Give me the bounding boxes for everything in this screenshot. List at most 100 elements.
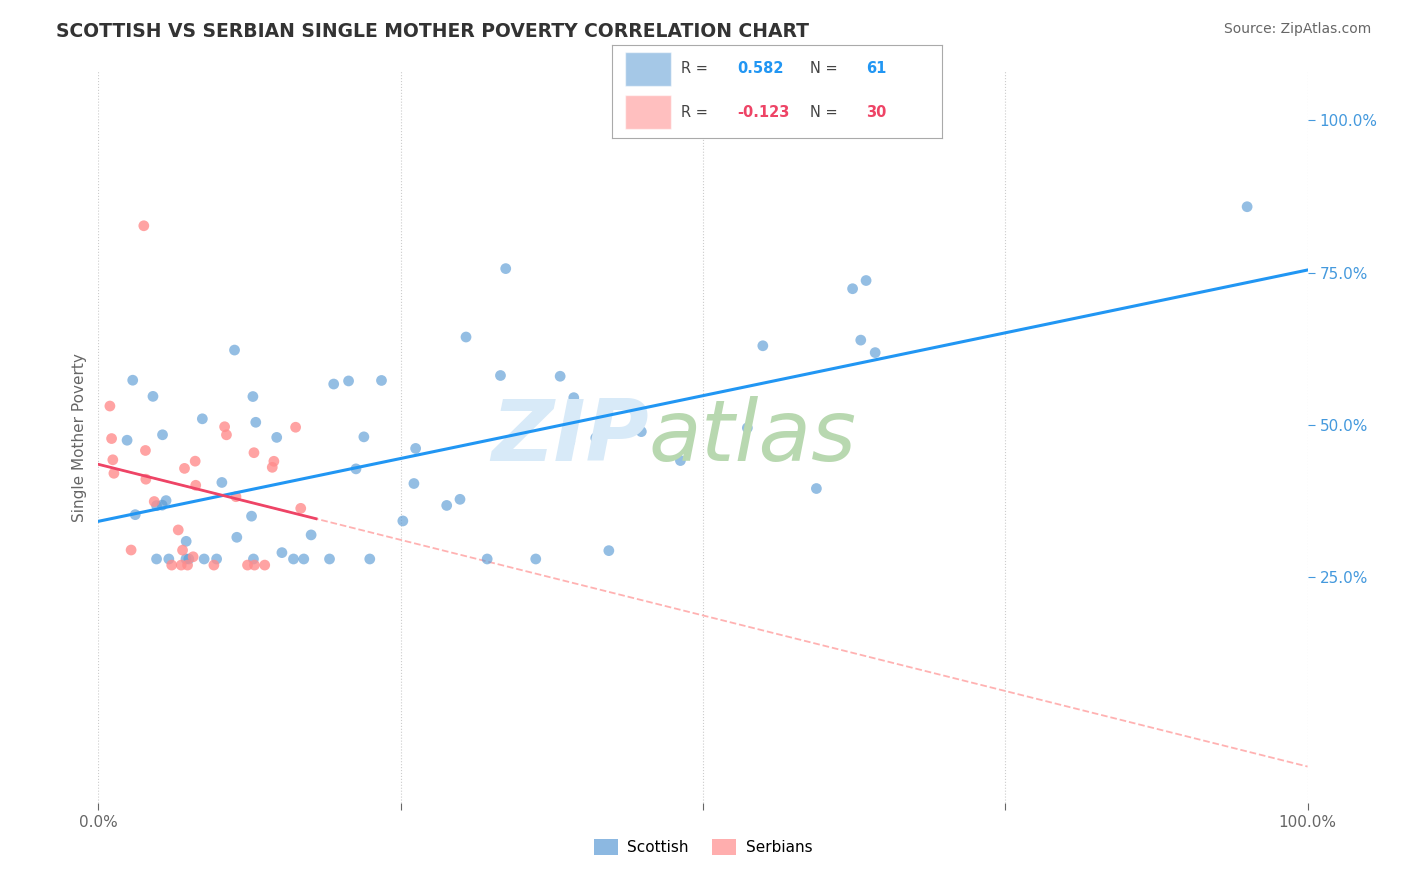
- Point: [299, 528, 322, 542]
- Point: [627, 416, 650, 430]
- Text: Source: ZipAtlas.com: Source: ZipAtlas.com: [1223, 22, 1371, 37]
- Point: [177, 552, 200, 566]
- Point: [170, 558, 193, 573]
- Point: [322, 377, 344, 392]
- Point: [495, 261, 517, 276]
- FancyBboxPatch shape: [624, 52, 671, 86]
- Text: N =: N =: [810, 62, 842, 77]
- Text: ZIP: ZIP: [491, 395, 648, 479]
- Point: [243, 558, 266, 573]
- Point: [253, 558, 276, 573]
- Text: atlas: atlas: [648, 395, 856, 479]
- Point: [558, 434, 581, 449]
- Point: [150, 498, 173, 512]
- Point: [245, 415, 267, 429]
- Point: [1236, 200, 1258, 214]
- Text: SCOTTISH VS SERBIAN SINGLE MOTHER POVERTY CORRELATION CHART: SCOTTISH VS SERBIAN SINGLE MOTHER POVERT…: [56, 22, 810, 41]
- Point: [143, 494, 166, 508]
- Text: N =: N =: [810, 104, 842, 120]
- Point: [263, 454, 285, 468]
- Point: [205, 552, 228, 566]
- Point: [101, 452, 124, 467]
- Point: [548, 369, 571, 384]
- FancyBboxPatch shape: [624, 95, 671, 129]
- Point: [752, 339, 775, 353]
- Point: [152, 427, 174, 442]
- Point: [155, 493, 177, 508]
- Point: [193, 552, 215, 566]
- Point: [262, 460, 284, 475]
- Point: [283, 552, 305, 566]
- Point: [157, 552, 180, 566]
- Point: [132, 219, 155, 233]
- Point: [173, 461, 195, 475]
- Point: [318, 552, 340, 566]
- Point: [475, 552, 498, 566]
- Point: [120, 543, 142, 558]
- Text: 0.582: 0.582: [737, 62, 783, 77]
- Point: [266, 430, 288, 444]
- Point: [841, 282, 863, 296]
- Point: [103, 467, 125, 481]
- Point: [436, 499, 458, 513]
- Point: [172, 543, 194, 558]
- Text: 30: 30: [866, 104, 886, 120]
- Point: [174, 552, 197, 566]
- Point: [145, 552, 167, 566]
- Point: [737, 421, 759, 435]
- Point: [292, 552, 315, 566]
- Point: [353, 430, 375, 444]
- Point: [225, 490, 247, 504]
- Point: [489, 368, 512, 383]
- Point: [449, 492, 471, 507]
- Point: [160, 558, 183, 573]
- Point: [181, 549, 204, 564]
- Point: [124, 508, 146, 522]
- Point: [224, 343, 246, 357]
- Point: [855, 273, 877, 287]
- Point: [145, 499, 167, 513]
- Point: [184, 478, 207, 492]
- Point: [121, 373, 143, 387]
- Point: [242, 552, 264, 566]
- Point: [806, 482, 828, 496]
- Point: [863, 345, 886, 359]
- Point: [344, 462, 367, 476]
- Point: [98, 399, 121, 413]
- Point: [454, 330, 477, 344]
- Text: R =: R =: [681, 104, 713, 120]
- Text: 61: 61: [866, 62, 886, 77]
- Point: [669, 453, 692, 467]
- Point: [849, 333, 872, 347]
- Point: [115, 434, 138, 448]
- Point: [585, 431, 607, 445]
- Point: [167, 523, 190, 537]
- Point: [562, 391, 585, 405]
- Point: [337, 374, 360, 388]
- Point: [236, 558, 259, 573]
- Point: [134, 443, 156, 458]
- Point: [191, 412, 214, 426]
- Point: [524, 552, 547, 566]
- Point: [174, 534, 197, 549]
- Point: [392, 514, 415, 528]
- Point: [214, 419, 236, 434]
- Point: [215, 427, 238, 442]
- Point: [243, 446, 266, 460]
- Point: [630, 425, 652, 439]
- Point: [135, 472, 157, 486]
- Y-axis label: Single Mother Poverty: Single Mother Poverty: [72, 352, 87, 522]
- Point: [142, 389, 165, 403]
- Point: [240, 509, 263, 524]
- Point: [100, 432, 122, 446]
- Point: [290, 501, 312, 516]
- Point: [598, 543, 620, 558]
- Legend: Scottish, Serbians: Scottish, Serbians: [588, 833, 818, 861]
- Point: [202, 558, 225, 573]
- Point: [242, 390, 264, 404]
- Point: [184, 454, 207, 468]
- Point: [211, 475, 233, 490]
- Point: [284, 420, 307, 434]
- Point: [402, 476, 425, 491]
- Point: [359, 552, 381, 566]
